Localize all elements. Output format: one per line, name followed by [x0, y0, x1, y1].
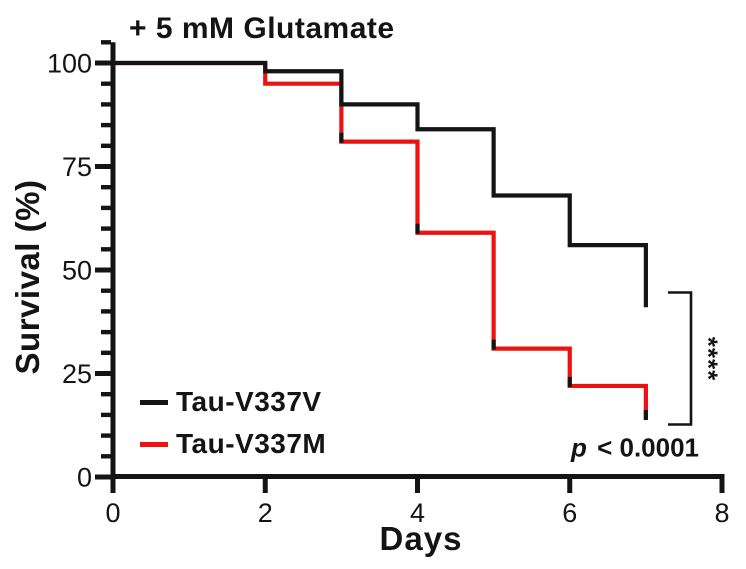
y-tick-label: 100 [47, 49, 92, 79]
p-value-annotation: p < 0.0001 [571, 433, 699, 464]
y-tick-label: 0 [77, 463, 92, 493]
x-tick-label: 6 [562, 498, 577, 528]
legend: Tau-V337V Tau-V337M [140, 386, 326, 460]
y-tick-label: 25 [62, 359, 92, 389]
significance-stars: **** [693, 336, 724, 382]
y-tick-label: 50 [62, 256, 92, 286]
x-tick-label: 0 [105, 498, 120, 528]
legend-item-tau-v337v: Tau-V337V [140, 386, 326, 418]
legend-swatch-red-line [140, 441, 168, 447]
x-axis-title: Days [379, 520, 463, 557]
y-axis-title: Survival (%) [9, 179, 46, 375]
p-symbol: p [570, 432, 587, 463]
p-comparison-text: < 0.0001 [589, 432, 700, 463]
x-tick-label: 2 [258, 498, 273, 528]
survival-curve-tau-v337v [113, 60, 648, 308]
legend-label: Tau-V337M [176, 428, 327, 459]
y-tick-label: 75 [62, 152, 92, 182]
legend-swatch-black-line [140, 399, 168, 405]
x-tick-label: 8 [714, 498, 729, 528]
legend-label: Tau-V337V [176, 386, 322, 417]
x-tick-label: 4 [410, 498, 425, 528]
chart-title: + 5 mM Glutamate [129, 12, 395, 45]
legend-item-tau-v337m: Tau-V337M [140, 428, 326, 460]
significance-bracket [668, 291, 693, 426]
survival-curve-tau-v337m [113, 60, 648, 420]
